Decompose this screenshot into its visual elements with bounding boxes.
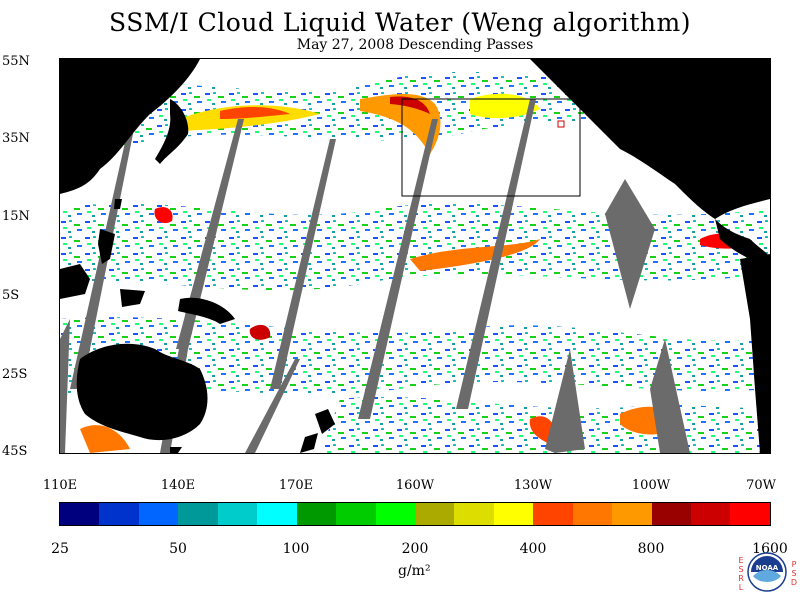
color-scale-segment [730, 503, 770, 525]
lat-label: 15N [2, 209, 30, 224]
color-scale-segment [99, 503, 139, 525]
scale-tick-label: 800 [637, 541, 665, 557]
land-masses [60, 59, 770, 453]
lon-label: 100W [631, 478, 671, 493]
cloud-liquid-water-map [59, 58, 771, 454]
color-scale-segment [375, 503, 415, 525]
lon-label: 70W [746, 478, 776, 493]
lat-label: 35N [2, 131, 30, 146]
color-scale-bar [59, 502, 771, 526]
page-subtitle: May 27, 2008 Descending Passes [296, 37, 534, 53]
lat-label: 5S [2, 288, 20, 303]
region-box [401, 98, 581, 197]
color-scale-segment [572, 503, 613, 525]
scale-tick-label: 25 [51, 541, 69, 557]
scale-tick-label: 200 [401, 541, 429, 557]
lat-label: 55N [2, 54, 30, 69]
color-scale-segment [178, 503, 218, 525]
scale-tick-label: 100 [282, 541, 310, 557]
color-scale-segment [257, 503, 297, 525]
color-scale-segment [414, 503, 455, 525]
color-scale-segment [217, 503, 258, 525]
color-scale-segment [612, 503, 652, 525]
units-label: g/m² [398, 563, 431, 579]
lat-label: 45S [2, 444, 28, 459]
color-scale-segment [138, 503, 179, 525]
lon-label: 110E [42, 478, 78, 493]
color-scale-segment [336, 503, 376, 525]
lon-label: 130W [513, 478, 553, 493]
color-scale-segment [493, 503, 534, 525]
color-scale-segment [533, 503, 573, 525]
page-title: SSM/I Cloud Liquid Water (Weng algorithm… [109, 8, 691, 37]
color-scale-segment [454, 503, 494, 525]
color-scale-segment [296, 503, 337, 525]
scale-tick-label: 50 [169, 541, 187, 557]
lon-label: 160W [395, 478, 435, 493]
lon-label: 140E [160, 478, 196, 493]
color-scale-segment [60, 503, 100, 525]
map-canvas [60, 59, 770, 453]
color-scale-segment [651, 503, 691, 525]
lat-label: 25S [2, 367, 28, 382]
scale-tick-label: 400 [519, 541, 547, 557]
color-scale-segment [691, 503, 731, 525]
svg-text:NOAA: NOAA [756, 564, 779, 572]
lon-label: 170E [278, 478, 314, 493]
scale-tick-label: 1600 [752, 541, 788, 557]
noaa-emblem-icon: NOAA [747, 552, 787, 592]
